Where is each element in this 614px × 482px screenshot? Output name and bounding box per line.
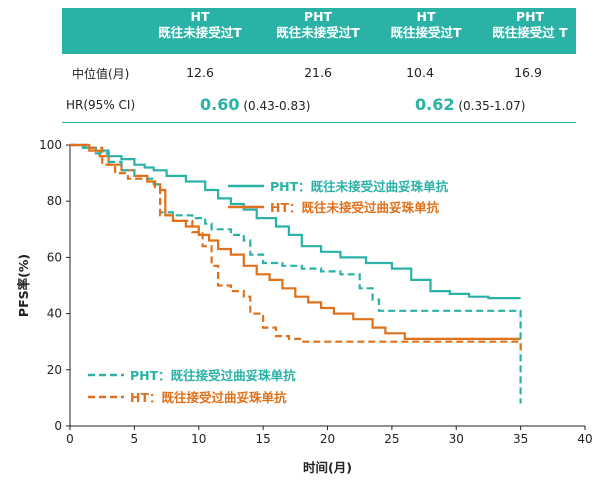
y-tick-label: 60: [47, 250, 62, 264]
header-sub-label: 既往未接受过T: [276, 25, 360, 40]
x-axis-title: 时间(月): [303, 460, 352, 475]
median-row-label: 中位值(月): [72, 67, 130, 81]
hr-row-label: HR(95% CI): [66, 98, 136, 112]
header-ht-pretreated: HT 既往接受过T: [366, 9, 486, 41]
x-tick-label: 40: [577, 432, 592, 446]
header-sub-label: 既往接受过 T: [492, 25, 568, 40]
hr-naive: 0.60 (0.43-0.83): [200, 95, 310, 114]
table-header-bar: [62, 8, 576, 54]
hr-ci: (0.35-1.07): [458, 99, 526, 113]
x-tick-label: 35: [513, 432, 528, 446]
x-tick-label: 0: [66, 432, 74, 446]
y-tick-label: 40: [47, 307, 62, 321]
header-arm-label: PHT: [303, 9, 333, 24]
header-pht-pretreated: PHT 既往接受过 T: [470, 9, 590, 41]
header-arm-label: HT: [190, 9, 210, 24]
x-tick-label: 30: [449, 432, 464, 446]
x-tick-label: 5: [131, 432, 139, 446]
y-tick-label: 20: [47, 363, 62, 377]
y-tick-label: 0: [54, 419, 62, 433]
header-sub-label: 既往接受过T: [390, 25, 462, 40]
median-ht-naive: 12.6: [186, 65, 214, 80]
pht-pretreated-curve: [70, 143, 522, 404]
table-bottom-rule: [62, 122, 576, 123]
hr-pretreated: 0.62 (0.35-1.07): [415, 95, 525, 114]
header-pht-naive: PHT 既往未接受过T: [258, 9, 378, 41]
pht-naive-curve: [70, 143, 521, 300]
ht-pretreated-curve: [70, 143, 522, 351]
x-tick-label: 15: [255, 432, 270, 446]
legend-ht-pretreated-label: HT：既往接受过曲妥珠单抗: [130, 390, 287, 405]
header-ht-naive: HT 既往未接受过T: [140, 9, 260, 41]
ht-naive-curve: [70, 143, 521, 340]
x-tick-label: 25: [384, 432, 399, 446]
hr-value: 0.62: [415, 95, 455, 114]
x-tick-label: 20: [320, 432, 335, 446]
y-tick-label: 100: [39, 138, 62, 152]
header-arm-label: HT: [416, 9, 436, 24]
median-pht-naive: 21.6: [304, 65, 332, 80]
legend-pht-naive-label: PHT：既往未接受过曲妥珠单抗: [270, 179, 449, 194]
hr-ci: (0.43-0.83): [243, 99, 311, 113]
header-arm-label: PHT: [515, 9, 545, 24]
median-pht-pretreated: 16.9: [514, 65, 542, 80]
y-tick-label: 80: [47, 194, 62, 208]
hr-value: 0.60: [200, 95, 240, 114]
legend-pht-pretreated-label: PHT：既往接受过曲妥珠单抗: [130, 368, 296, 383]
y-axis-title: PFS率(%): [16, 254, 31, 317]
legend-ht-naive-label: HT：既往未接受过曲妥珠单抗: [270, 200, 439, 215]
header-sub-label: 既往未接受过T: [158, 25, 242, 40]
median-ht-pretreated: 10.4: [406, 65, 434, 80]
x-tick-label: 10: [191, 432, 206, 446]
